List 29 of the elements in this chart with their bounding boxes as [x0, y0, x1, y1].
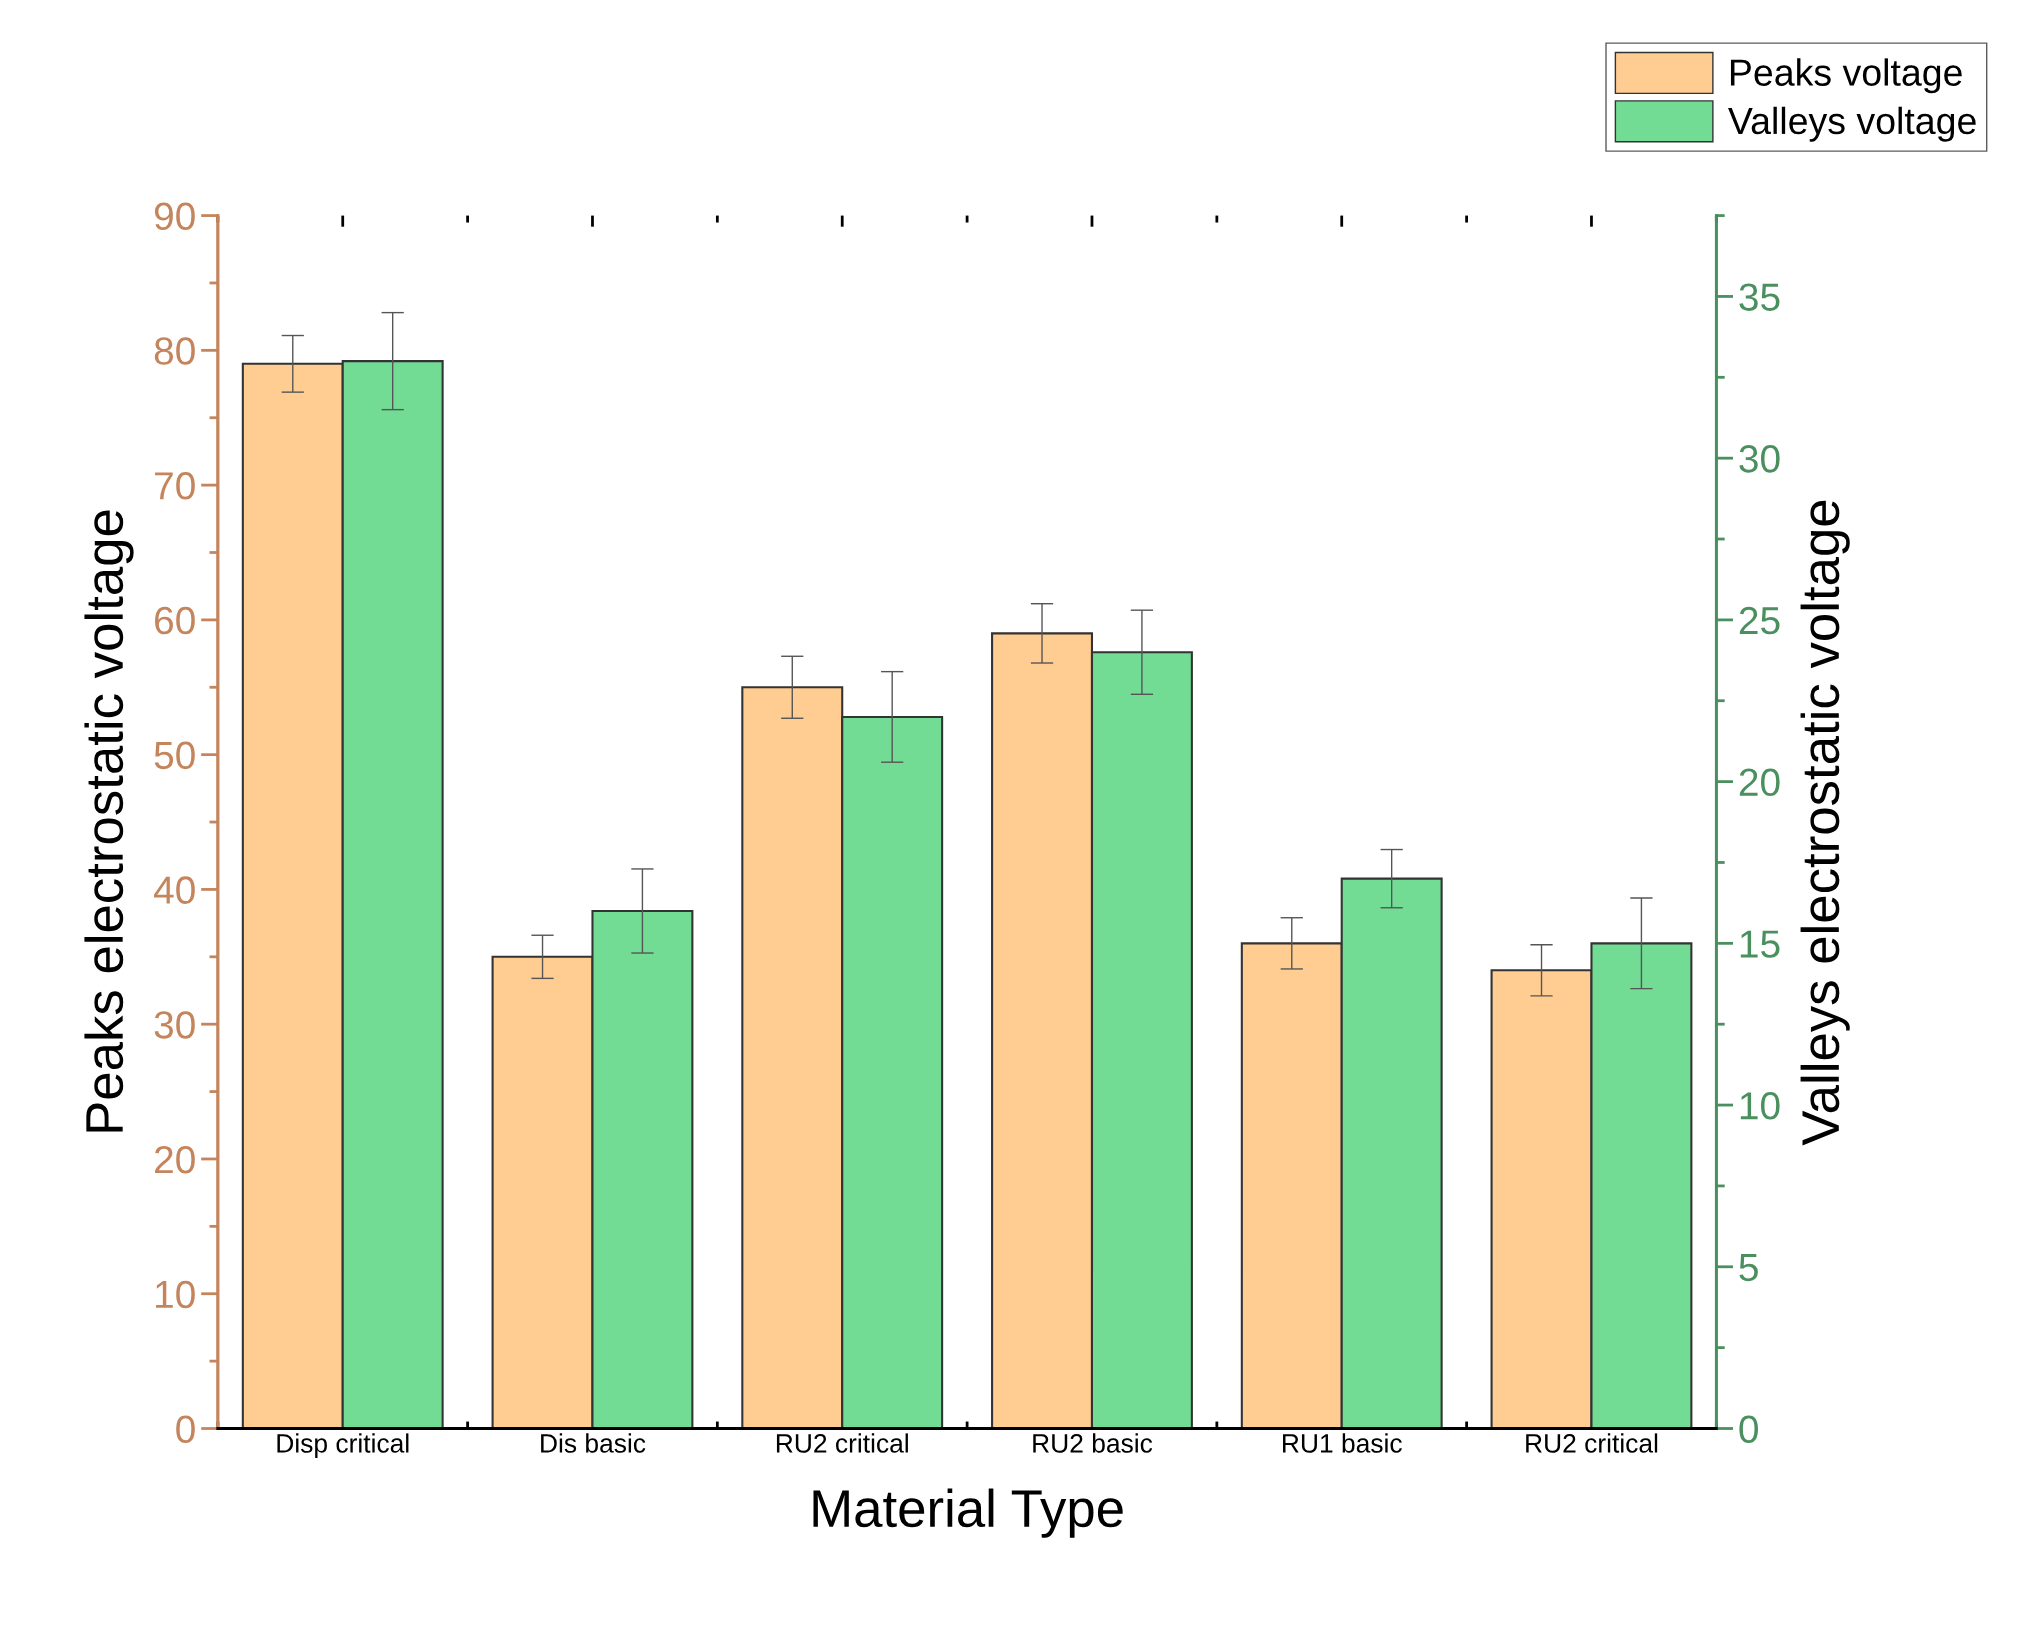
legend-label: Valleys voltage — [1728, 106, 1976, 142]
y2-tick-label: 5 — [1739, 1254, 1758, 1282]
y-tick-label: 70 — [155, 472, 195, 500]
x-tick-label: RU2 critical — [776, 1433, 908, 1453]
y2-tick-label: 25 — [1739, 606, 1780, 635]
y-tick-label: 50 — [154, 741, 195, 770]
legend-label: Peaks voltage — [1730, 58, 1962, 94]
x-tick-label: RU1 basic — [1283, 1433, 1402, 1453]
x-tick-label: RU2 basic — [1033, 1433, 1153, 1453]
y2-tick-label: 30 — [1739, 445, 1780, 473]
y-tick-label: 20 — [155, 1145, 195, 1174]
y-tick-label: 0 — [176, 1415, 195, 1443]
y-tick-label: 10 — [156, 1280, 195, 1309]
y2-tick-label: 0 — [1739, 1415, 1758, 1443]
x-tick-label: Disp critical — [277, 1433, 409, 1458]
y2-tick-label: 10 — [1740, 1091, 1780, 1120]
y2-tick-label: 35 — [1739, 283, 1780, 311]
x-tick-label: Dis basic — [541, 1433, 646, 1453]
y-tick-label: 80 — [154, 337, 195, 365]
y2-tick-label: 20 — [1739, 768, 1780, 797]
y2-axis-title: Valleys electrostatic voltage — [1800, 500, 1850, 1146]
y-tick-label: 90 — [154, 202, 195, 231]
y-tick-label: 60 — [155, 606, 195, 635]
y2-tick-label: 15 — [1740, 930, 1780, 958]
y-tick-label: 40 — [153, 876, 195, 904]
y-tick-label: 30 — [154, 1011, 195, 1039]
x-tick-label: RU2 critical — [1526, 1433, 1658, 1453]
x-axis-title: Material Type — [813, 1488, 1123, 1538]
y-axis-title: Peaks electrostatic voltage — [84, 510, 134, 1132]
